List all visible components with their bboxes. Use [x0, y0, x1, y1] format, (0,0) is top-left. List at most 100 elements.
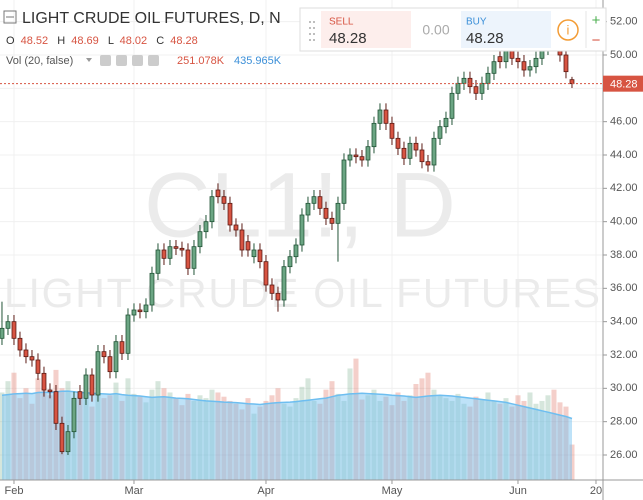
chart-title: LIGHT CRUDE OIL FUTURES, D, N [22, 10, 281, 27]
candle-body [179, 247, 185, 251]
candle-body [395, 137, 401, 149]
info-icon: i [567, 22, 570, 37]
y-tick-label: 40.00 [610, 216, 638, 228]
volume-bar [179, 405, 185, 480]
candle-body [53, 391, 59, 424]
legend-label: L [108, 35, 114, 47]
volume-bar [515, 395, 521, 480]
volume-bar [95, 389, 101, 480]
volume-bar [41, 382, 47, 480]
candle-body [533, 57, 539, 68]
volume-bar [413, 384, 419, 480]
candle-body [251, 249, 257, 258]
volume-bar [323, 389, 329, 480]
minus-button[interactable]: − [592, 32, 601, 49]
legend-value: 48.28 [170, 35, 198, 47]
volume-bar [335, 393, 341, 480]
candle-body [245, 241, 251, 251]
volume-bar [107, 395, 113, 480]
legend-value: 48.52 [21, 35, 49, 47]
candle-body [11, 321, 17, 339]
ohlc-legend: O 48.52 H 48.69 L 48.02 C 48.28 [6, 35, 198, 47]
volume-bar [401, 400, 407, 480]
icon-add[interactable] [132, 55, 143, 66]
y-tick-label: 36.00 [610, 282, 638, 294]
candle-body [335, 202, 341, 224]
candle-body [257, 249, 263, 263]
candle-body [173, 246, 179, 249]
volume-bar [557, 402, 563, 480]
volume-bar [173, 398, 179, 480]
volume-bar [197, 395, 203, 480]
y-tick-label: 50.00 [610, 49, 638, 61]
icon-eye[interactable] [100, 55, 111, 66]
plus-button[interactable]: + [592, 12, 601, 29]
legend-value: 48.69 [71, 35, 99, 47]
x-tick-label: May [382, 485, 403, 497]
volume-bar [167, 392, 173, 480]
candle-body [479, 82, 485, 94]
candle-body [227, 202, 233, 226]
volume-bar [17, 398, 23, 480]
volume-bar [503, 398, 509, 480]
volume-bar [143, 402, 149, 480]
volume-bar [353, 358, 359, 480]
x-tick-label: Mar [125, 485, 144, 497]
x-tick-label: Apr [257, 485, 274, 497]
y-tick-label: 38.00 [610, 249, 638, 261]
volume-bar [329, 381, 335, 480]
candle-body [287, 256, 293, 268]
candle-body [317, 196, 323, 209]
drag-handle[interactable] [309, 21, 315, 41]
volume-bar [209, 389, 215, 480]
y-tick-label: 46.00 [610, 116, 638, 128]
volume-bar [119, 400, 125, 480]
last-price-label: 48.28 [610, 79, 638, 91]
candle-body [137, 309, 143, 313]
volume-bar [77, 396, 83, 480]
volume-bar [0, 392, 5, 480]
candle-body [407, 142, 413, 159]
volume-bar [191, 400, 197, 480]
candle-body [371, 122, 377, 148]
candle-body [401, 147, 407, 159]
buy-button[interactable] [461, 11, 551, 48]
icon-more[interactable] [148, 55, 159, 66]
volume-bar [395, 392, 401, 480]
candle-body [449, 92, 455, 119]
volume-bar [305, 378, 311, 480]
volume-bar [101, 398, 107, 480]
candle-body [473, 86, 479, 94]
candle-body [155, 249, 161, 274]
volume-bar [317, 403, 323, 480]
volume-bar [527, 392, 533, 480]
sell-button[interactable] [321, 11, 411, 48]
candle-body [197, 231, 203, 248]
candle-body [389, 122, 395, 139]
candle-body [497, 56, 503, 63]
volume-bar [287, 406, 293, 480]
candle-body [515, 57, 521, 63]
candle-body [131, 309, 137, 316]
candle-body [95, 351, 101, 396]
volume-bar [551, 389, 557, 480]
candle-body [65, 431, 71, 453]
volume-bar [47, 395, 53, 480]
icon-settings[interactable] [116, 55, 127, 66]
volume-bar [89, 406, 95, 480]
symbol-icon[interactable] [3, 10, 17, 24]
candle-body [299, 214, 305, 246]
volume-bar [203, 398, 209, 480]
candle-body [17, 337, 23, 351]
dropdown-icon[interactable] [86, 58, 92, 62]
info-button[interactable] [557, 19, 579, 41]
y-tick-label: 52.00 [610, 16, 638, 28]
volume-bar [509, 406, 515, 480]
candle-body [221, 196, 227, 204]
x-tick-label: Feb [4, 485, 23, 497]
volume-bar [479, 399, 485, 480]
volume-bar [215, 392, 221, 480]
candle-body [431, 137, 437, 166]
candle-body [527, 66, 533, 71]
